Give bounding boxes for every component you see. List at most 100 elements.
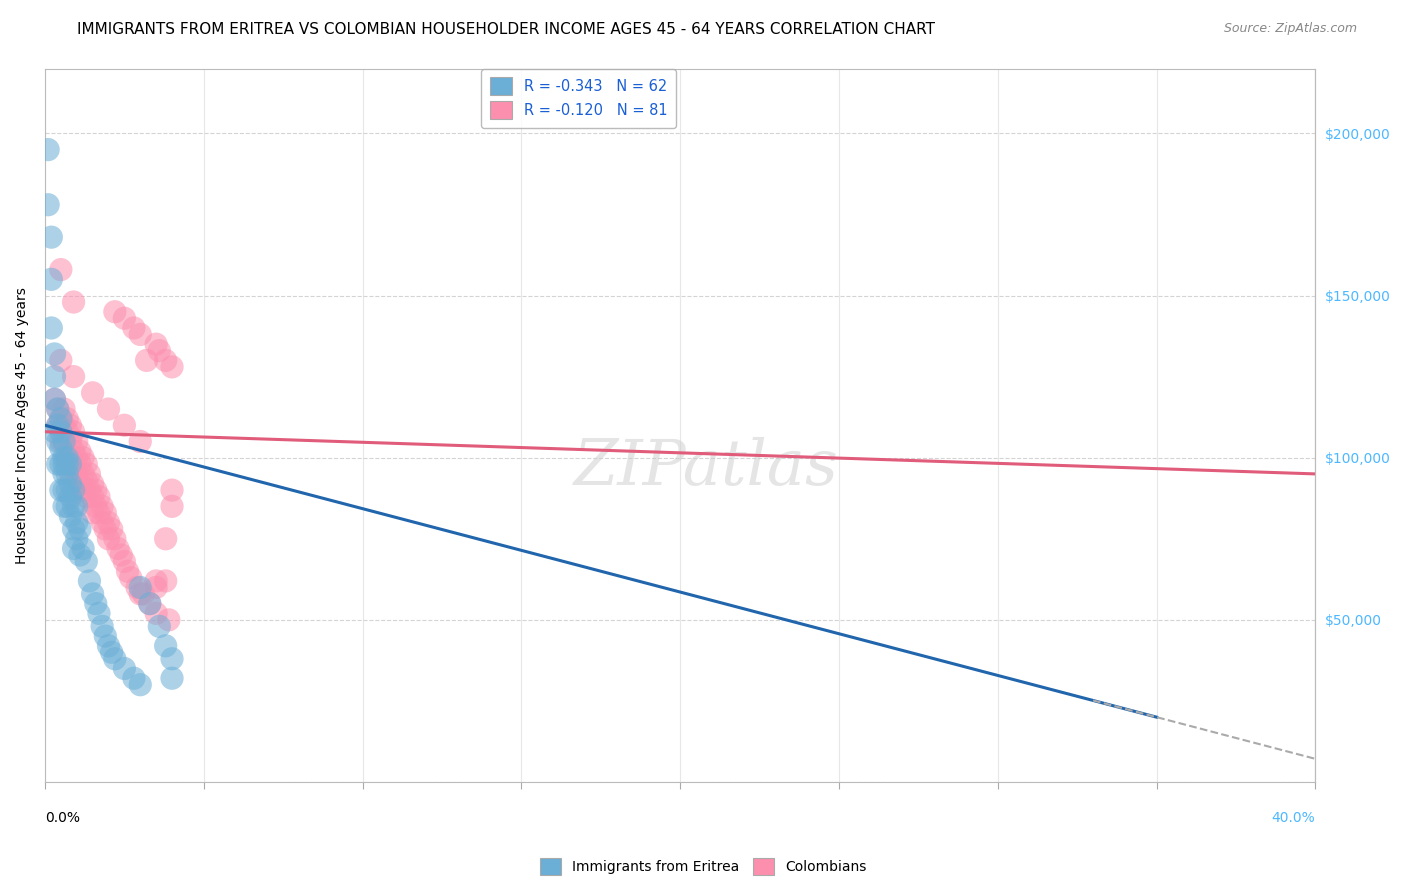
Point [129, 434, 152, 449]
Point [62, 425, 84, 439]
Point [46, 418, 69, 433]
Point [145, 581, 167, 595]
Point [49, 411, 72, 425]
Point [69, 476, 91, 491]
Point [62, 522, 84, 536]
Point [107, 541, 129, 556]
Point [69, 548, 91, 562]
Point [160, 483, 183, 497]
Point [82, 385, 104, 400]
Point [46, 402, 69, 417]
Point [100, 522, 122, 536]
Point [91, 516, 114, 530]
Point [125, 581, 148, 595]
Point [160, 671, 183, 685]
Point [49, 353, 72, 368]
Point [59, 434, 82, 449]
Point [53, 402, 76, 417]
Point [94, 506, 117, 520]
Point [53, 500, 76, 514]
Point [94, 522, 117, 536]
Point [120, 571, 142, 585]
Point [160, 652, 183, 666]
Point [97, 639, 120, 653]
Point [97, 532, 120, 546]
Point [129, 678, 152, 692]
Point [56, 457, 79, 471]
Point [59, 450, 82, 465]
Point [59, 509, 82, 524]
Point [104, 305, 127, 319]
Point [75, 554, 97, 568]
Point [145, 607, 167, 621]
Point [112, 554, 135, 568]
Point [94, 629, 117, 643]
Point [72, 467, 94, 481]
Point [87, 607, 110, 621]
Point [97, 402, 120, 417]
Point [59, 490, 82, 504]
Point [112, 311, 135, 326]
Point [66, 450, 89, 465]
Point [100, 645, 122, 659]
Point [66, 516, 89, 530]
Point [84, 597, 107, 611]
Point [79, 574, 101, 588]
Point [44, 369, 66, 384]
Point [129, 327, 152, 342]
Point [59, 467, 82, 481]
Point [117, 564, 139, 578]
Point [160, 359, 183, 374]
Point [44, 347, 66, 361]
Point [53, 467, 76, 481]
Point [53, 450, 76, 465]
Point [122, 321, 145, 335]
Point [75, 457, 97, 471]
Point [157, 613, 180, 627]
Point [53, 434, 76, 449]
Point [59, 457, 82, 471]
Point [66, 467, 89, 481]
Point [97, 516, 120, 530]
Point [82, 506, 104, 520]
Point [46, 418, 69, 433]
Point [122, 671, 145, 685]
Point [53, 434, 76, 449]
Point [79, 467, 101, 481]
Point [72, 483, 94, 497]
Point [56, 483, 79, 497]
Point [129, 581, 152, 595]
Point [62, 444, 84, 458]
Point [62, 295, 84, 310]
Point [46, 402, 69, 417]
Point [62, 500, 84, 514]
Point [79, 483, 101, 497]
Point [69, 522, 91, 536]
Point [49, 434, 72, 449]
Point [82, 490, 104, 504]
Point [56, 450, 79, 465]
Point [82, 587, 104, 601]
Point [49, 441, 72, 455]
Point [87, 506, 110, 520]
Point [59, 476, 82, 491]
Point [155, 639, 177, 653]
Point [155, 532, 177, 546]
Point [49, 262, 72, 277]
Point [69, 457, 91, 471]
Point [44, 392, 66, 407]
Point [49, 411, 72, 425]
Point [69, 444, 91, 458]
Point [53, 457, 76, 471]
Point [148, 619, 170, 633]
Point [56, 467, 79, 481]
Point [56, 425, 79, 439]
Point [37, 198, 59, 212]
Text: IMMIGRANTS FROM ERITREA VS COLOMBIAN HOUSEHOLDER INCOME AGES 45 - 64 YEARS CORRE: IMMIGRANTS FROM ERITREA VS COLOMBIAN HOU… [77, 22, 935, 37]
Point [104, 652, 127, 666]
Point [56, 411, 79, 425]
Point [110, 548, 132, 562]
Point [72, 541, 94, 556]
Point [66, 532, 89, 546]
Point [91, 500, 114, 514]
